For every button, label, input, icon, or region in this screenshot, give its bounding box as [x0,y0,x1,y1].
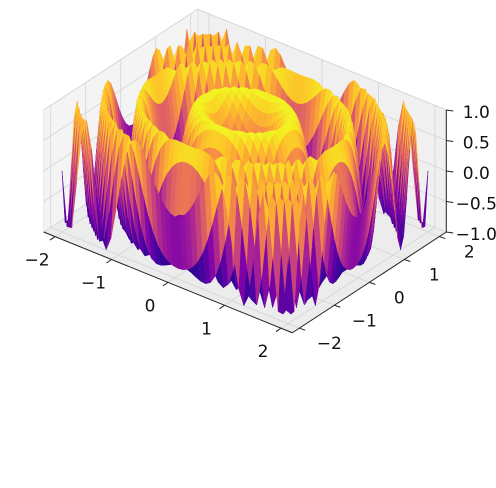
x-tick-mark [162,281,169,287]
y-tick-mark [404,259,411,262]
grid-line-z [43,8,447,111]
x-tick-label: 2 [258,342,269,362]
z-tick-mark [446,231,454,234]
z-tick-label: −1.0 [456,225,496,245]
z-tick-label: 0.0 [463,164,490,184]
y-tick-label: 0 [394,288,405,308]
z-tick-label: 1.0 [463,103,490,123]
z-tick-label: 0.5 [463,134,490,154]
y-tick-label: 1 [429,266,440,286]
x-tick-mark [275,327,282,333]
z-tick-mark [446,140,454,142]
y-tick-mark [439,236,446,240]
x-tick-label: 0 [145,296,156,316]
z-tick-mark [446,170,454,173]
z-tick-mark [446,201,454,203]
x-tick-mark [219,304,225,310]
y-tick-mark [334,304,341,308]
y-tick-mark [369,281,376,285]
surface-patch [282,262,292,315]
y-tick-label: 2 [464,243,475,263]
y-tick-mark [299,327,306,331]
x-tick-label: 1 [201,319,212,339]
x-tick-mark [49,236,56,241]
x-tick-label: −1 [81,274,106,294]
y-tick-label: −1 [352,311,377,331]
x-tick-mark [106,259,112,264]
z-tick-label: −0.5 [456,195,496,215]
surface-mesh [61,29,429,315]
x-tick-label: −2 [24,251,49,271]
y-tick-label: −2 [317,334,342,354]
z-tick-mark [446,109,454,112]
